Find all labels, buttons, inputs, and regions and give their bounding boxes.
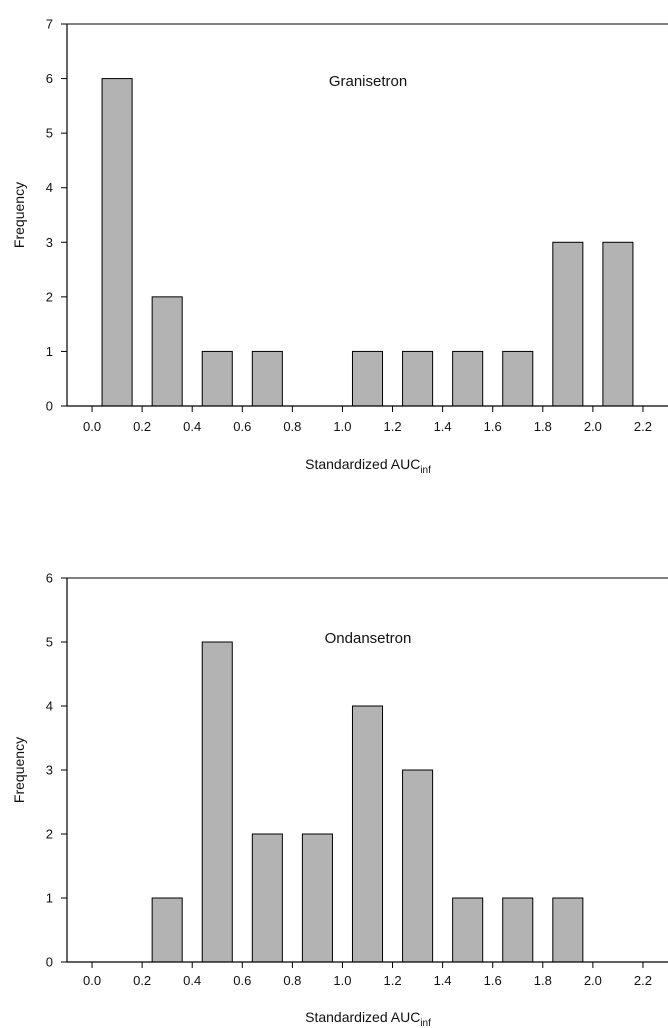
y-axis-label: Frequency xyxy=(11,182,27,248)
x-axis-label-main: Standardized AUC xyxy=(305,456,420,472)
bar-3 xyxy=(301,833,333,963)
bar-8 xyxy=(552,241,584,407)
y-axis-label: Frequency xyxy=(11,737,27,803)
panel-title: Granisetron xyxy=(329,73,407,90)
y-tick-label-1: 1 xyxy=(46,891,53,906)
y-tick-label-2: 2 xyxy=(46,827,53,842)
x-tick-label-4: 0.8 xyxy=(283,419,301,434)
x-tick-label-3: 0.6 xyxy=(233,419,251,434)
x-axis-label: Standardized AUCinf xyxy=(305,1009,431,1028)
y-tick-label-6: 6 xyxy=(46,71,53,86)
y-tick-label-0: 0 xyxy=(46,955,53,970)
x-tick-label-3: 0.6 xyxy=(233,973,251,988)
granisetron-chart: 0 1 2 3 4 5 6 7 0.0 0.2 0.4 0.6 0.8 1.0 1.2 1.4 1.6 1.8 2.… xyxy=(11,17,668,476)
x-tick-label-9: 1.8 xyxy=(534,973,552,988)
bar-6 xyxy=(452,897,484,963)
x-tick-label-11: 2.2 xyxy=(634,419,652,434)
y-tick-label-4: 4 xyxy=(46,180,53,195)
x-tick-label-8: 1.6 xyxy=(484,973,502,988)
x-tick-label-6: 1.2 xyxy=(384,419,402,434)
bar-0 xyxy=(101,78,133,407)
bar-2 xyxy=(251,833,283,963)
ondansetron-chart: 0 1 2 3 4 5 6 0.0 0.2 0.4 0.6 0.8 1.0 1.2 1.4 1.6 1.8 2.0… xyxy=(11,571,668,1028)
x-tick-label-5: 1.0 xyxy=(333,419,351,434)
bar-5 xyxy=(402,350,434,407)
bar-7 xyxy=(502,350,534,407)
x-axis-label-subscript: inf xyxy=(420,465,431,476)
bar-9 xyxy=(602,241,634,407)
x-tick-label-9: 1.8 xyxy=(534,419,552,434)
bar-1 xyxy=(151,296,183,407)
y-tick-label-0: 0 xyxy=(46,399,53,414)
bar-7 xyxy=(502,897,534,963)
y-tick-label-5: 5 xyxy=(46,126,53,141)
y-tick-label-7: 7 xyxy=(46,17,53,32)
x-axis-label: Standardized AUCinf xyxy=(305,456,431,476)
x-tick-label-4: 0.8 xyxy=(283,973,301,988)
x-tick-label-6: 1.2 xyxy=(384,973,402,988)
y-tick-label-4: 4 xyxy=(46,699,53,714)
y-tick-label-2: 2 xyxy=(46,289,53,304)
x-tick-label-1: 0.2 xyxy=(133,973,151,988)
y-tick-label-3: 3 xyxy=(46,235,53,250)
y-tick-label-6: 6 xyxy=(46,571,53,586)
bar-1 xyxy=(201,641,233,963)
panel-title: Ondansetron xyxy=(325,630,412,647)
x-tick-label-8: 1.6 xyxy=(484,419,502,434)
x-tick-label-0: 0.0 xyxy=(83,419,101,434)
y-tick-label-3: 3 xyxy=(46,763,53,778)
x-tick-label-10: 2.0 xyxy=(584,973,602,988)
bar-4 xyxy=(351,705,384,963)
bar-6 xyxy=(452,350,484,407)
bar-4 xyxy=(351,350,384,407)
x-tick-label-11: 2.2 xyxy=(634,973,652,988)
x-tick-label-7: 1.4 xyxy=(434,973,452,988)
x-tick-label-7: 1.4 xyxy=(434,419,452,434)
y-tick-label-5: 5 xyxy=(46,635,53,650)
bar-2 xyxy=(201,350,233,407)
bar-0 xyxy=(151,897,183,963)
y-tick-label-1: 1 xyxy=(46,344,53,359)
x-tick-label-0: 0.0 xyxy=(83,973,101,988)
x-axis-label-subscript: inf xyxy=(420,1018,431,1028)
bar-8 xyxy=(552,897,584,963)
bar-3 xyxy=(251,350,283,407)
x-tick-label-1: 0.2 xyxy=(133,419,151,434)
x-axis-label-main: Standardized AUC xyxy=(305,1009,420,1025)
x-tick-label-5: 1.0 xyxy=(333,973,351,988)
bar-5 xyxy=(402,769,434,963)
x-tick-label-2: 0.4 xyxy=(183,973,201,988)
x-tick-label-10: 2.0 xyxy=(584,419,602,434)
x-tick-label-2: 0.4 xyxy=(183,419,201,434)
